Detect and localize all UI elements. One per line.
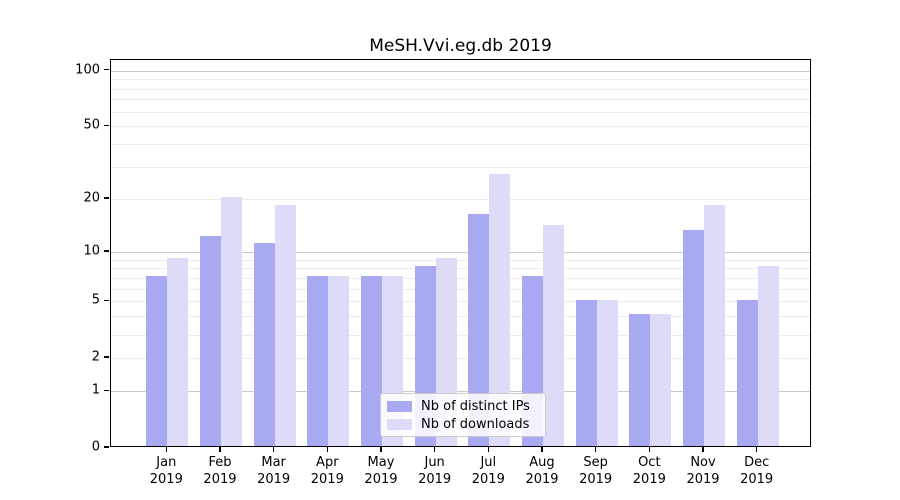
y-tick bbox=[104, 124, 109, 127]
y-tick bbox=[104, 389, 109, 391]
x-tick bbox=[541, 447, 543, 452]
x-tick-label: Nov 2019 bbox=[686, 455, 720, 487]
y-tick bbox=[104, 250, 109, 252]
y-tick-label: 100 bbox=[75, 62, 100, 78]
x-tick-label: Jan 2019 bbox=[149, 455, 183, 487]
plot-area: Nb of distinct IPs Nb of downloads bbox=[110, 59, 811, 447]
minor-gridline bbox=[111, 79, 810, 81]
x-tick bbox=[594, 447, 597, 452]
y-tick bbox=[104, 356, 109, 358]
legend-label-distinct-ips: Nb of distinct IPs bbox=[421, 398, 530, 414]
x-tick-label: Apr 2019 bbox=[310, 455, 344, 487]
y-tick-label: 0 bbox=[91, 439, 100, 455]
minor-gridline bbox=[111, 259, 810, 261]
chart-title: MeSH.Vvi.eg.db 2019 bbox=[369, 36, 552, 56]
minor-gridline bbox=[111, 99, 810, 101]
x-tick bbox=[648, 447, 651, 452]
bar-downloads-apr bbox=[328, 275, 350, 446]
bar-distinct-ips-oct bbox=[629, 314, 651, 446]
x-tick bbox=[755, 447, 758, 452]
y-tick bbox=[104, 299, 109, 302]
minor-gridline bbox=[111, 277, 810, 279]
minor-gridline bbox=[111, 199, 810, 201]
x-tick bbox=[487, 447, 489, 452]
bar-distinct-ips-jul bbox=[468, 214, 490, 446]
x-tick-label: Jun 2019 bbox=[418, 455, 452, 487]
y-tick-label: 10 bbox=[83, 243, 100, 259]
minor-gridline bbox=[111, 111, 810, 113]
minor-gridline bbox=[111, 288, 810, 290]
bar-distinct-ips-nov bbox=[683, 230, 704, 446]
x-tick-label: Dec 2019 bbox=[740, 455, 774, 487]
bar-distinct-ips-mar bbox=[253, 242, 275, 446]
bar-downloads-jul bbox=[489, 173, 511, 446]
x-tick-label: Oct 2019 bbox=[632, 455, 666, 487]
bar-downloads-oct bbox=[650, 314, 672, 446]
x-tick-label: Sep 2019 bbox=[579, 455, 613, 487]
x-tick bbox=[380, 447, 382, 452]
y-tick bbox=[104, 197, 109, 199]
bar-distinct-ips-feb bbox=[199, 236, 221, 446]
legend: Nb of distinct IPs Nb of downloads bbox=[380, 393, 546, 437]
x-tick-label: Mar 2019 bbox=[257, 455, 291, 487]
x-tick bbox=[272, 447, 275, 452]
minor-gridline bbox=[111, 334, 810, 336]
major-gridline bbox=[111, 251, 810, 253]
bar-distinct-ips-dec bbox=[736, 299, 758, 446]
minor-gridline bbox=[111, 126, 810, 128]
y-tick bbox=[104, 446, 109, 448]
y-tick bbox=[104, 68, 109, 71]
minor-gridline bbox=[111, 88, 810, 90]
legend-entry-distinct-ips: Nb of distinct IPs bbox=[387, 399, 537, 414]
y-tick-label: 5 bbox=[91, 292, 100, 308]
bar-distinct-ips-may bbox=[360, 275, 382, 446]
minor-gridline bbox=[111, 167, 810, 169]
x-tick-label: Aug 2019 bbox=[525, 455, 559, 487]
major-gridline bbox=[111, 391, 810, 393]
y-tick-label: 20 bbox=[83, 190, 100, 206]
x-tick bbox=[433, 447, 436, 452]
x-tick-label: Jul 2019 bbox=[471, 455, 505, 487]
y-tick-label: 1 bbox=[91, 382, 100, 398]
x-tick-label: Feb 2019 bbox=[203, 455, 237, 487]
x-tick bbox=[165, 447, 167, 452]
y-tick-label: 2 bbox=[91, 349, 100, 365]
minor-gridline bbox=[111, 144, 810, 146]
bar-downloads-dec bbox=[757, 266, 779, 446]
bar-downloads-jan bbox=[167, 257, 189, 446]
bar-downloads-feb bbox=[220, 197, 242, 446]
x-tick bbox=[219, 447, 221, 452]
bar-distinct-ips-apr bbox=[307, 275, 329, 446]
minor-gridline bbox=[111, 358, 810, 360]
y-tick-label: 50 bbox=[83, 117, 100, 133]
legend-swatch-downloads bbox=[387, 418, 412, 430]
legend-swatch-distinct-ips bbox=[387, 400, 412, 412]
bar-downloads-sep bbox=[596, 299, 618, 446]
x-tick bbox=[326, 447, 328, 452]
major-gridline bbox=[111, 70, 810, 72]
minor-gridline bbox=[111, 316, 810, 318]
x-tick-label: May 2019 bbox=[364, 455, 398, 487]
bar-distinct-ips-sep bbox=[575, 299, 597, 446]
bar-downloads-nov bbox=[704, 205, 725, 446]
minor-gridline bbox=[111, 301, 810, 303]
bar-downloads-aug bbox=[542, 224, 564, 446]
minor-gridline bbox=[111, 268, 810, 270]
bar-distinct-ips-jan bbox=[146, 275, 168, 446]
legend-entry-downloads: Nb of downloads bbox=[387, 417, 537, 432]
x-tick bbox=[702, 447, 704, 452]
legend-label-downloads: Nb of downloads bbox=[421, 416, 530, 432]
bar-downloads-mar bbox=[274, 205, 296, 446]
